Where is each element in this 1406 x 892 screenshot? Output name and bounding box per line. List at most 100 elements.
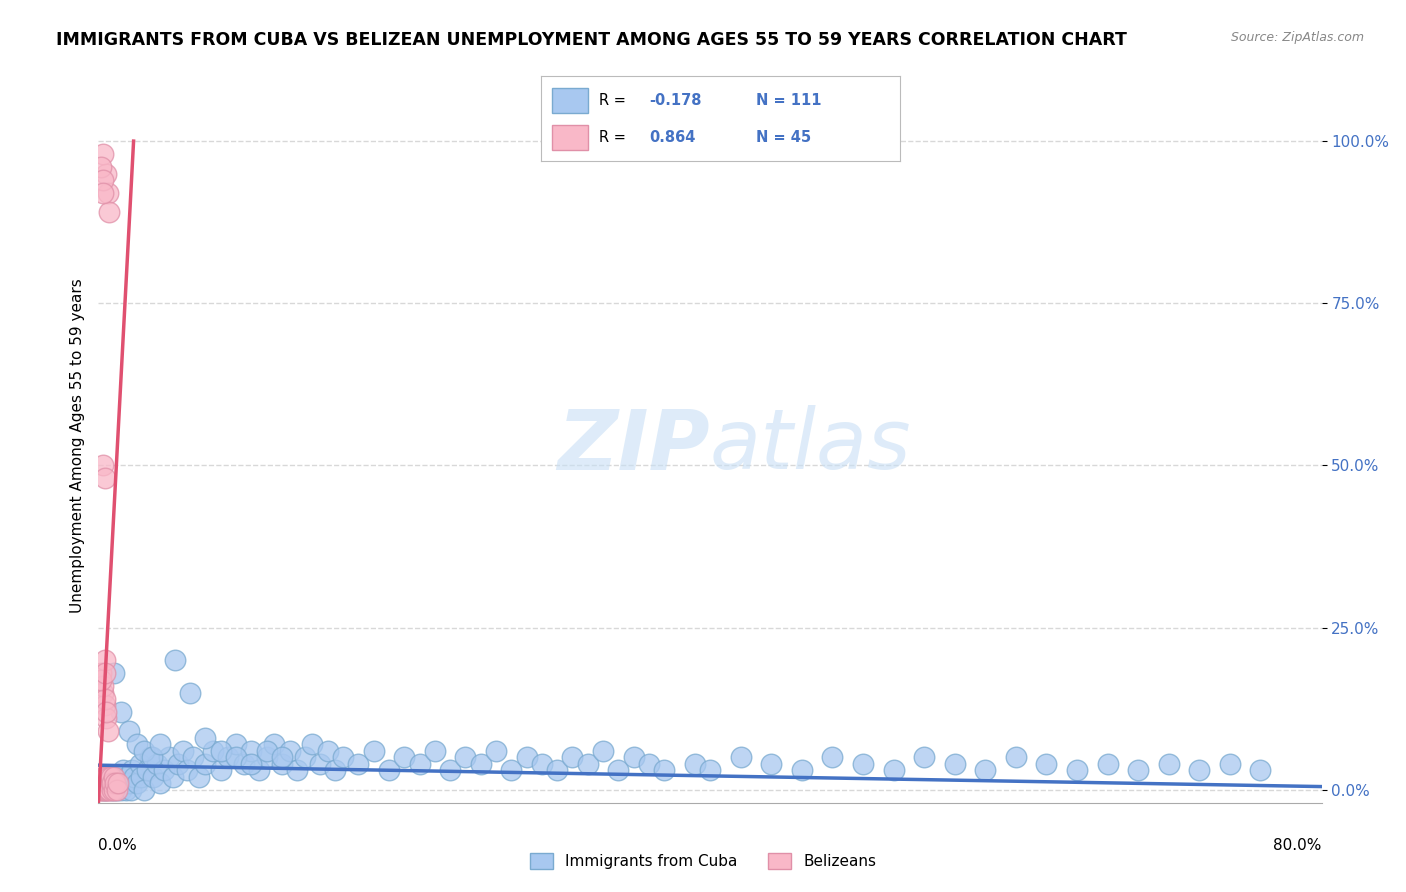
Point [149,738,172,752]
Text: atlas: atlas [710,406,911,486]
Point [194,756,217,771]
Text: ZIP: ZIP [557,406,710,486]
Point [153,764,176,778]
Text: -0.178: -0.178 [650,93,702,108]
Point [91,679,114,693]
Point [94,705,117,719]
Point [90,673,112,687]
Point [145,756,167,771]
Point [325,764,347,778]
Text: IMMIGRANTS FROM CUBA VS BELIZEAN UNEMPLOYMENT AMONG AGES 55 TO 59 YEARS CORRELAT: IMMIGRANTS FROM CUBA VS BELIZEAN UNEMPLO… [56,31,1128,49]
Point [91,173,114,187]
Point [439,764,461,778]
Point [107,776,129,790]
Point [699,764,721,778]
Point [163,653,186,667]
Point [98,205,121,219]
Point [93,653,115,667]
Point [117,770,139,784]
Point [194,731,217,745]
Point [97,724,120,739]
Point [157,750,180,764]
Point [100,770,122,784]
Y-axis label: Unemployment Among Ages 55 to 59 years: Unemployment Among Ages 55 to 59 years [69,278,84,614]
Point [125,776,148,790]
Point [256,750,278,764]
Text: 0.864: 0.864 [650,130,695,145]
Point [167,756,190,771]
Point [363,744,385,758]
Point [120,782,142,797]
Point [347,756,370,771]
Point [93,782,115,797]
Point [125,738,148,752]
Point [110,782,132,797]
Point [378,764,401,778]
Text: R =: R = [599,93,630,108]
Point [93,666,115,681]
Point [93,776,115,790]
Text: N = 111: N = 111 [756,93,823,108]
Point [607,764,630,778]
Point [232,756,254,771]
Legend: Immigrants from Cuba, Belizeans: Immigrants from Cuba, Belizeans [524,847,882,875]
Point [240,756,263,771]
Point [90,782,112,797]
Point [294,750,316,764]
Point [128,756,150,771]
Point [637,756,661,771]
FancyBboxPatch shape [553,87,588,113]
Point [122,770,145,784]
Point [546,764,568,778]
Point [974,764,997,778]
Point [100,776,122,790]
Point [1188,764,1211,778]
Point [225,738,247,752]
Point [149,776,172,790]
Point [1004,750,1026,764]
Point [101,770,124,784]
Point [240,744,263,758]
Point [883,764,905,778]
Point [285,764,308,778]
Point [94,776,117,790]
Point [270,750,292,764]
Point [592,744,614,758]
Point [112,776,135,790]
Text: 80.0%: 80.0% [1274,838,1322,854]
Point [912,750,935,764]
Point [423,744,446,758]
Text: R =: R = [599,130,630,145]
Text: 0.0%: 0.0% [98,838,138,854]
Point [1035,756,1057,771]
Point [134,744,156,758]
Point [278,744,301,758]
Point [91,147,114,161]
Point [225,750,247,764]
Point [93,770,115,784]
Text: Source: ZipAtlas.com: Source: ZipAtlas.com [1230,31,1364,45]
Point [90,776,112,790]
Point [91,782,114,797]
Point [94,167,117,181]
Point [105,782,128,797]
Point [104,776,127,790]
Point [454,750,477,764]
Point [103,782,125,797]
Point [1157,756,1180,771]
FancyBboxPatch shape [553,125,588,151]
Point [162,770,184,784]
Point [94,782,117,797]
Point [1219,756,1241,771]
Point [93,698,115,713]
Point [821,750,844,764]
Point [97,186,120,200]
Point [93,471,115,485]
Point [301,738,323,752]
Point [172,744,194,758]
Point [111,764,134,778]
Point [1066,764,1088,778]
Point [91,776,114,790]
Point [270,756,292,771]
Point [561,750,583,764]
